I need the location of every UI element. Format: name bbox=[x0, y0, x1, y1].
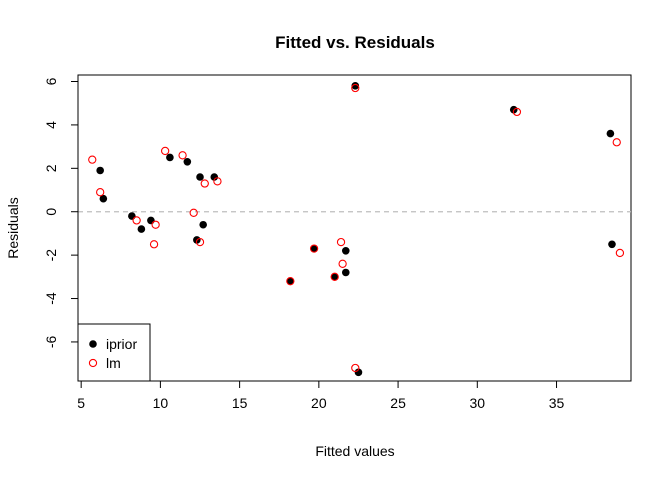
point-lm bbox=[336, 237, 346, 247]
point-lm bbox=[512, 107, 522, 117]
y-tick-label: 2 bbox=[43, 164, 59, 172]
x-tick-label: 15 bbox=[232, 395, 248, 411]
legend: iprior lm bbox=[77, 323, 151, 382]
y-axis: -6 -4 -2 0 2 4 6 bbox=[43, 77, 79, 349]
point-iprior bbox=[286, 277, 295, 285]
point-lm bbox=[286, 277, 295, 286]
point-iprior bbox=[210, 173, 219, 181]
x-tick-label: 35 bbox=[549, 395, 565, 411]
point-iprior bbox=[137, 225, 146, 233]
point-iprior bbox=[341, 268, 350, 277]
point-iprior bbox=[96, 166, 104, 175]
point-lm bbox=[213, 177, 222, 186]
x-tick-label: 20 bbox=[311, 395, 327, 411]
point-lm bbox=[151, 220, 160, 229]
point-iprior bbox=[183, 158, 192, 166]
y-tick-label: -6 bbox=[43, 336, 59, 349]
chart-title: Fitted vs. Residuals bbox=[275, 33, 435, 52]
x-tick-label: 30 bbox=[470, 395, 486, 411]
point-iprior bbox=[608, 240, 616, 249]
x-axis: 5 10 15 20 25 30 35 bbox=[77, 380, 565, 411]
point-iprior bbox=[341, 246, 350, 255]
x-tick-label: 25 bbox=[390, 395, 406, 411]
point-lm bbox=[351, 83, 360, 93]
y-tick-label: -4 bbox=[43, 292, 59, 305]
point-lm bbox=[309, 244, 319, 253]
point-iprior bbox=[147, 216, 155, 225]
point-lm bbox=[195, 237, 205, 247]
point-lm bbox=[351, 363, 360, 373]
y-tick-label: 4 bbox=[43, 121, 59, 129]
point-lm bbox=[132, 216, 141, 225]
y-axis-label: Residuals bbox=[5, 197, 21, 258]
data-points bbox=[88, 82, 625, 377]
legend-box bbox=[77, 323, 151, 382]
legend-label-lm: lm bbox=[106, 355, 121, 371]
point-lm bbox=[189, 208, 198, 217]
legend-label-iprior: iprior bbox=[106, 336, 137, 352]
x-axis-label: Fitted values bbox=[315, 443, 394, 459]
x-tick-label: 10 bbox=[153, 395, 169, 411]
point-iprior bbox=[99, 194, 108, 203]
point-lm bbox=[178, 151, 187, 160]
point-iprior bbox=[166, 153, 174, 162]
point-lm bbox=[200, 179, 209, 188]
point-iprior bbox=[199, 220, 207, 229]
plot-frame bbox=[77, 74, 632, 382]
point-lm bbox=[96, 188, 105, 197]
point-lm bbox=[149, 240, 159, 249]
point-iprior bbox=[351, 82, 360, 90]
point-lm bbox=[615, 248, 625, 258]
point-iprior bbox=[128, 212, 136, 220]
x-tick-label: 5 bbox=[77, 395, 85, 411]
point-lm bbox=[612, 138, 621, 147]
point-iprior bbox=[330, 273, 339, 281]
y-tick-label: 6 bbox=[43, 77, 59, 85]
point-iprior bbox=[354, 368, 363, 377]
point-iprior bbox=[606, 129, 615, 138]
point-lm bbox=[330, 272, 339, 281]
point-lm bbox=[160, 146, 170, 156]
y-tick-label: -2 bbox=[43, 249, 59, 262]
legend-marker-iprior bbox=[89, 340, 97, 348]
y-tick-label: 0 bbox=[43, 208, 59, 216]
point-iprior bbox=[310, 244, 318, 253]
point-lm bbox=[88, 155, 97, 164]
legend-marker-lm bbox=[88, 358, 98, 368]
point-iprior bbox=[196, 173, 204, 181]
point-lm bbox=[338, 259, 347, 268]
